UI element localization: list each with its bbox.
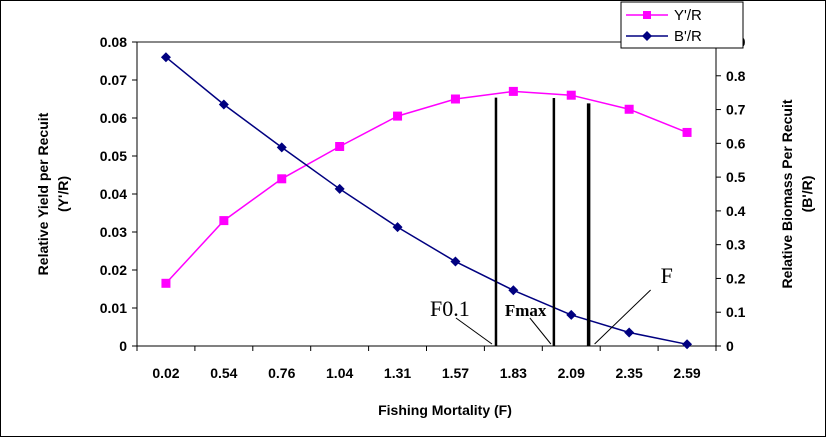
data-point-yr bbox=[219, 216, 229, 226]
y-right-axis-unit: (B'/R) bbox=[799, 176, 815, 213]
data-point-yr bbox=[277, 174, 287, 184]
y-left-tick-label: 0.04 bbox=[100, 186, 127, 202]
y-right-tick-label: 0.3 bbox=[726, 237, 746, 253]
data-point-br bbox=[276, 142, 287, 153]
data-point-yr bbox=[335, 142, 345, 151]
y-left-tick-label: 0.01 bbox=[100, 300, 127, 316]
x-axis-title: Fishing Mortality (F) bbox=[378, 402, 512, 418]
leader-line-fmax bbox=[529, 317, 552, 345]
data-point-yr bbox=[624, 104, 634, 114]
legend: Y'/R B'/R bbox=[620, 1, 744, 49]
legend-label-br: B'/R bbox=[674, 28, 702, 45]
y-left-tick-label: 0.07 bbox=[100, 72, 127, 88]
y-left-tick-label: 0.03 bbox=[100, 224, 127, 240]
x-tick-label: 0.02 bbox=[152, 365, 179, 381]
y-right-tick-label: 0.4 bbox=[726, 203, 746, 219]
y-left-tick-label: 0.08 bbox=[100, 34, 127, 50]
data-point-yr bbox=[393, 111, 403, 121]
data-point-br bbox=[160, 52, 171, 63]
x-tick-label: 2.35 bbox=[616, 365, 643, 381]
x-tick-label: 1.57 bbox=[442, 365, 469, 381]
y-right-tick-label: 0.7 bbox=[726, 102, 746, 118]
x-tick-label: 1.04 bbox=[326, 365, 353, 381]
x-tick-label: 1.83 bbox=[500, 365, 527, 381]
annotation-fmax: Fmax bbox=[505, 301, 547, 320]
data-point-br bbox=[508, 285, 519, 296]
data-point-yr bbox=[450, 94, 460, 104]
legend-box bbox=[620, 1, 744, 49]
y-left-tick-label: 0.02 bbox=[100, 262, 127, 278]
legend-marker-br bbox=[642, 31, 652, 41]
y-right-tick-label: 0 bbox=[726, 338, 734, 354]
y-left-tick-label: 0 bbox=[119, 338, 127, 354]
leader-line-f01 bbox=[455, 317, 493, 345]
series-line-br bbox=[165, 56, 688, 346]
y-left-tick-label: 0.06 bbox=[100, 110, 127, 126]
series-line-yr bbox=[165, 90, 688, 284]
data-point-br bbox=[682, 339, 693, 350]
y-left-axis-unit: (Y'/R) bbox=[55, 176, 71, 212]
data-point-br bbox=[566, 309, 577, 320]
data-point-yr bbox=[682, 127, 692, 137]
data-point-yr bbox=[508, 86, 518, 96]
data-point-yr bbox=[566, 90, 576, 100]
reference-lines: F0.1 Fmax F bbox=[430, 97, 673, 346]
x-tick-label: 2.59 bbox=[673, 365, 700, 381]
x-tick-label: 2.09 bbox=[558, 365, 585, 381]
y-right-tick-label: 0.8 bbox=[726, 68, 746, 84]
y-right-tick-label: 0.5 bbox=[726, 169, 746, 185]
data-point-br bbox=[624, 327, 635, 338]
data-point-br bbox=[392, 222, 403, 233]
y-left-tick-label: 0.05 bbox=[100, 148, 127, 164]
data-point-yr bbox=[161, 278, 171, 288]
x-tick-label: 0.76 bbox=[268, 365, 295, 381]
y-right-axis-title: Relative Biomass Per Recuit bbox=[779, 99, 795, 288]
legend-label-yr: Y'/R bbox=[674, 7, 702, 24]
annotation-f01: F0.1 bbox=[430, 296, 470, 321]
y-left-axis-title: Relative Yield per Recuit bbox=[35, 112, 51, 275]
annotation-f: F bbox=[661, 263, 673, 288]
axes: 0 0.01 0.02 0.03 0.04 0.05 0.06 0.07 0.08 0 0.1 0.2… bbox=[100, 34, 746, 381]
legend-marker-yr bbox=[643, 11, 651, 19]
x-tick-label: 1.31 bbox=[384, 365, 411, 381]
data-point-br bbox=[450, 256, 461, 267]
y-right-tick-label: 0.2 bbox=[726, 270, 746, 286]
y-right-tick-label: 0.6 bbox=[726, 135, 746, 151]
data-point-br bbox=[334, 183, 345, 194]
series-layer bbox=[160, 52, 693, 350]
data-point-br bbox=[218, 99, 229, 110]
y-right-tick-label: 0.1 bbox=[726, 304, 746, 320]
x-tick-label: 0.54 bbox=[210, 365, 237, 381]
leader-line-f bbox=[594, 289, 651, 345]
